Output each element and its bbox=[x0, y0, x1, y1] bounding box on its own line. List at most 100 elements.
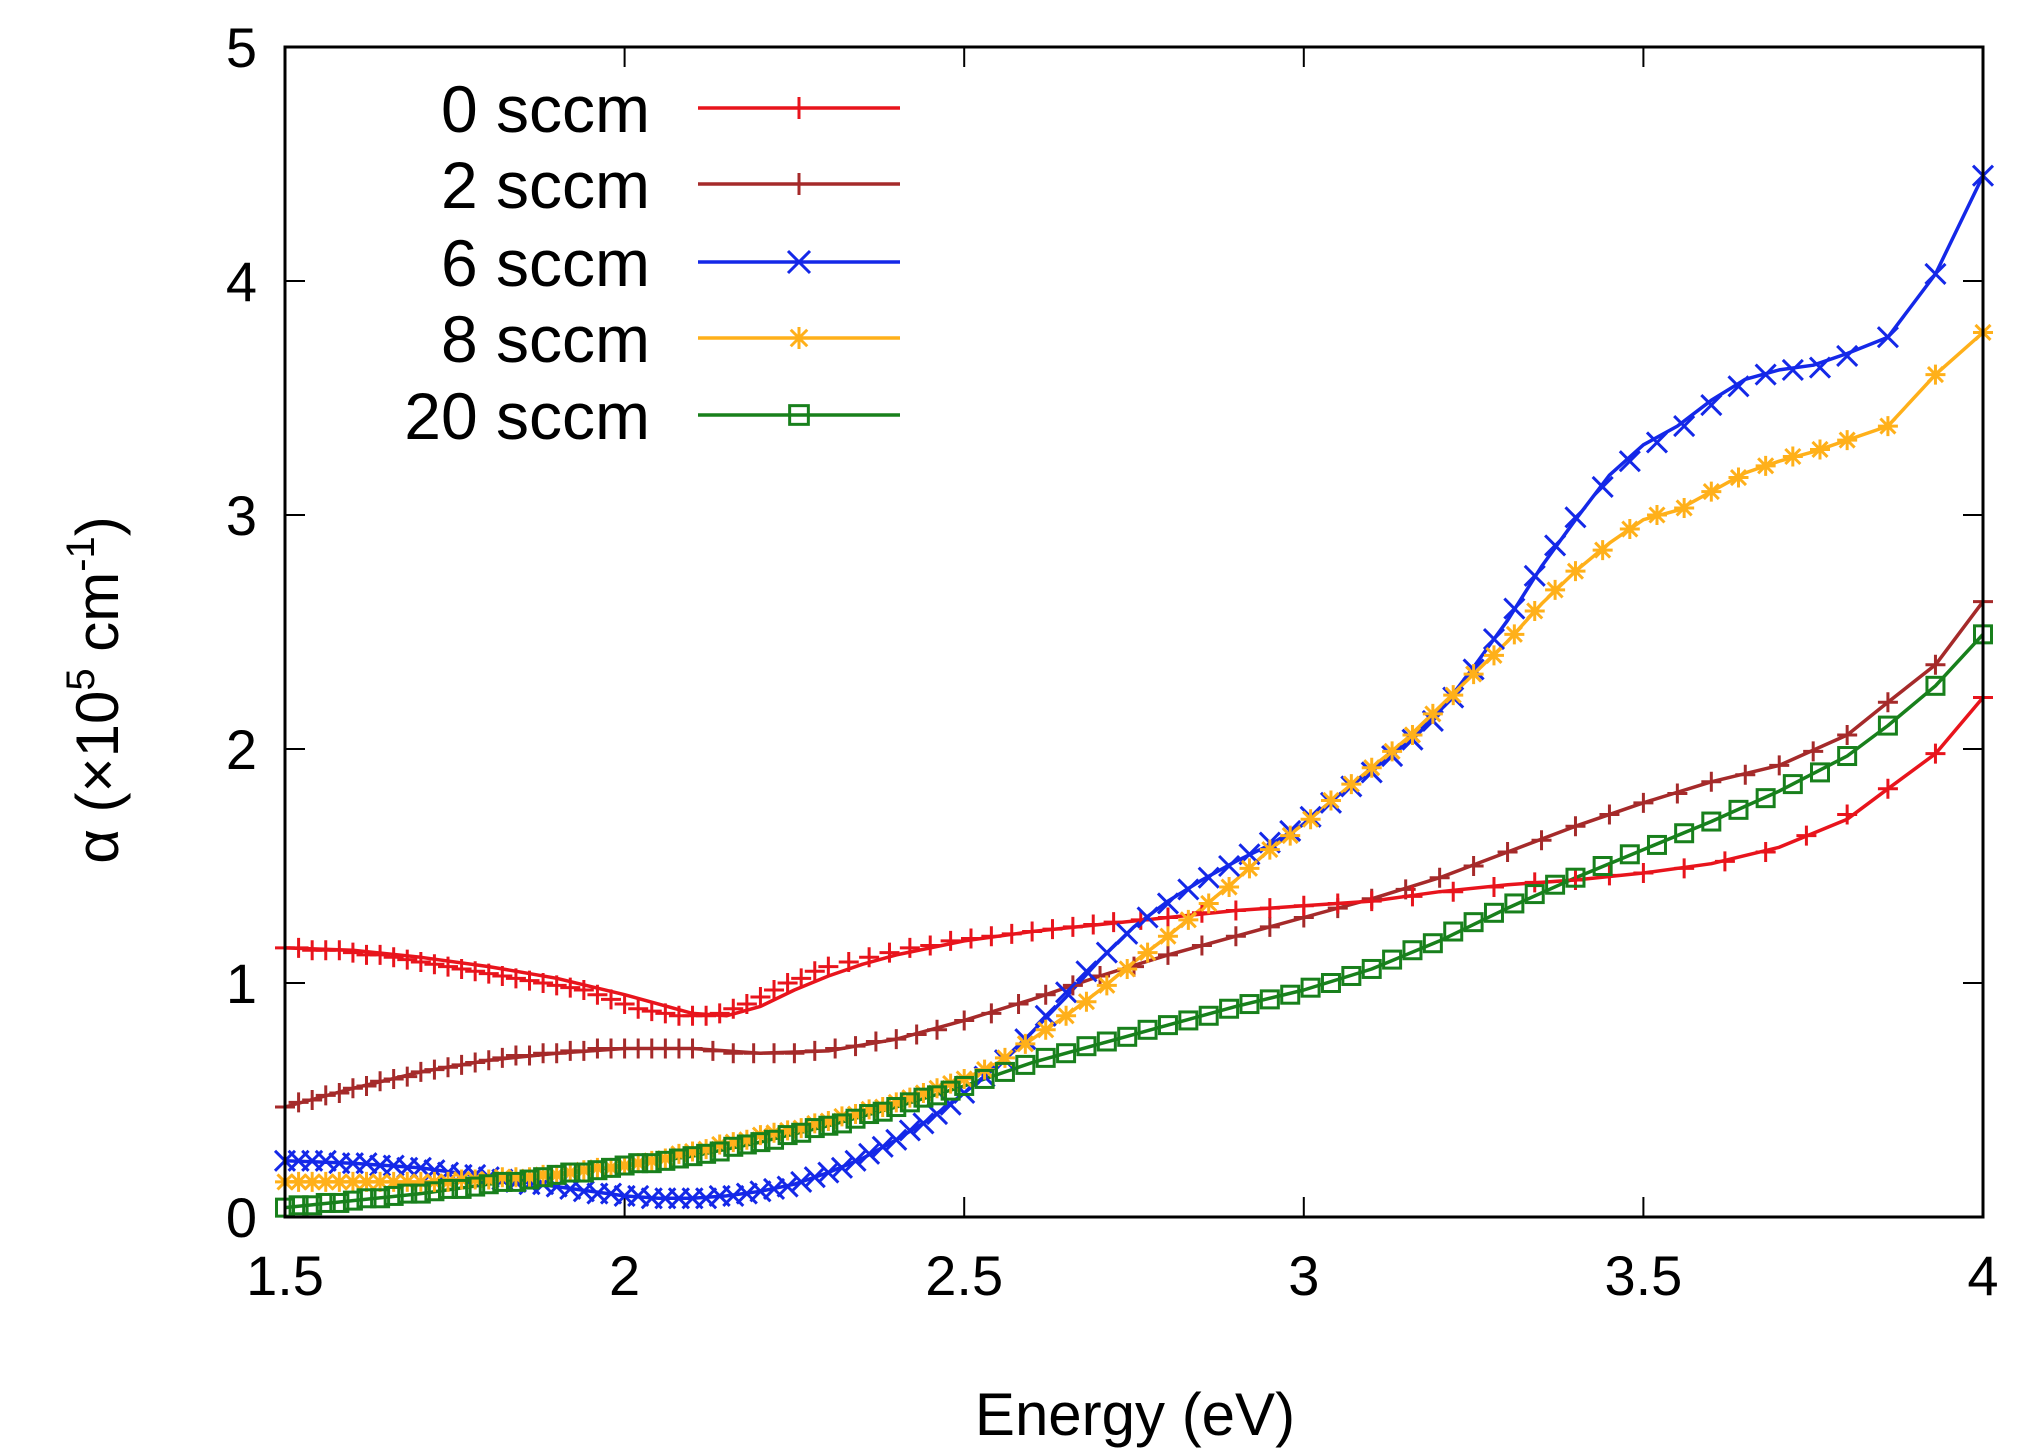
data-point-20-sccm bbox=[329, 1192, 350, 1213]
data-point-2-sccm bbox=[302, 1090, 323, 1110]
data-point-0-sccm bbox=[329, 940, 350, 961]
data-point-2-sccm bbox=[1803, 741, 1824, 762]
data-point-20-sccm bbox=[655, 1150, 676, 1171]
data-point-2-sccm bbox=[981, 1003, 1002, 1024]
legend-item-8-sccm: 8 sccm bbox=[441, 302, 900, 376]
data-point-8-sccm bbox=[1219, 877, 1240, 898]
data-point-8-sccm bbox=[492, 1167, 513, 1188]
data-point-2-sccm bbox=[1735, 764, 1756, 785]
data-point-0-sccm bbox=[899, 937, 920, 958]
data-point-8-sccm bbox=[1056, 1005, 1077, 1026]
data-point-2-sccm bbox=[1429, 867, 1450, 888]
data-point-8-sccm bbox=[1320, 790, 1341, 811]
legend-item-2-sccm: 2 sccm bbox=[441, 148, 900, 222]
data-point-20-sccm bbox=[1280, 984, 1301, 1005]
data-point-0-sccm bbox=[1225, 900, 1246, 921]
plot-markers bbox=[273, 164, 1995, 1218]
data-point-2-sccm bbox=[1769, 755, 1790, 776]
data-point-20-sccm bbox=[723, 1136, 744, 1157]
data-point-0-sccm bbox=[383, 947, 404, 968]
data-point-8-sccm bbox=[601, 1157, 622, 1178]
data-point-6-sccm bbox=[1482, 627, 1506, 651]
data-point-6-sccm bbox=[1924, 262, 1947, 286]
data-point-20-sccm bbox=[859, 1104, 880, 1125]
data-point-20-sccm bbox=[1402, 940, 1423, 961]
data-point-8-sccm bbox=[342, 1171, 363, 1192]
data-point-0-sccm bbox=[736, 994, 757, 1015]
legend-label: 6 sccm bbox=[441, 226, 650, 300]
data-point-6-sccm bbox=[803, 1166, 826, 1189]
data-point-20-sccm bbox=[872, 1101, 893, 1122]
data-point-0-sccm bbox=[818, 956, 839, 977]
data-point-20-sccm bbox=[438, 1178, 459, 1199]
data-point-20-sccm bbox=[465, 1176, 486, 1197]
data-point-20-sccm bbox=[709, 1141, 730, 1162]
data-point-8-sccm bbox=[587, 1157, 608, 1178]
y-axis-title: α (×105 cm-1) bbox=[59, 516, 131, 864]
data-point-0-sccm bbox=[777, 973, 798, 993]
data-point-8-sccm bbox=[1117, 958, 1138, 979]
data-point-2-sccm bbox=[546, 1043, 567, 1064]
data-point-8-sccm bbox=[1809, 439, 1830, 460]
data-point-20-sccm bbox=[1341, 965, 1362, 986]
data-point-8-sccm bbox=[1178, 909, 1199, 930]
legend-marker bbox=[788, 173, 810, 195]
data-point-2-sccm bbox=[702, 1040, 723, 1061]
data-point-0-sccm bbox=[641, 1001, 662, 1022]
data-point-2-sccm bbox=[1633, 792, 1654, 813]
data-point-2-sccm bbox=[1877, 692, 1898, 713]
series-markers-2-sccm bbox=[275, 591, 1993, 1118]
data-point-8-sccm bbox=[1877, 416, 1898, 437]
data-point-2-sccm bbox=[906, 1024, 927, 1045]
data-point-6-sccm bbox=[1700, 393, 1723, 417]
data-point-20-sccm bbox=[1035, 1047, 1056, 1068]
data-point-20-sccm bbox=[777, 1125, 798, 1146]
data-point-20-sccm bbox=[1239, 994, 1260, 1015]
data-point-0-sccm bbox=[288, 937, 309, 958]
data-point-8-sccm bbox=[1782, 446, 1803, 467]
data-point-8-sccm bbox=[872, 1097, 893, 1118]
plot-frame bbox=[283, 45, 1985, 1219]
data-point-8-sccm bbox=[1300, 809, 1321, 830]
y-axis-exponent: 5 bbox=[59, 668, 103, 690]
data-point-20-sccm bbox=[791, 1122, 812, 1143]
data-point-0-sccm bbox=[1022, 921, 1043, 942]
data-point-6-sccm bbox=[1218, 854, 1241, 878]
data-point-20-sccm bbox=[1782, 774, 1803, 795]
data-point-0-sccm bbox=[492, 965, 513, 986]
data-point-8-sccm bbox=[1925, 364, 1946, 385]
data-point-2-sccm bbox=[1599, 804, 1620, 825]
data-point-20-sccm bbox=[1157, 1015, 1178, 1036]
data-point-8-sccm bbox=[1015, 1033, 1036, 1054]
data-point-0-sccm bbox=[601, 989, 622, 1010]
data-point-2-sccm bbox=[465, 1052, 486, 1073]
data-point-0-sccm bbox=[397, 949, 418, 970]
data-point-20-sccm bbox=[1178, 1010, 1199, 1031]
data-point-6-sccm bbox=[1197, 866, 1220, 889]
data-point-8-sccm bbox=[546, 1164, 567, 1185]
data-point-8-sccm bbox=[1728, 467, 1749, 488]
data-point-20-sccm bbox=[614, 1155, 635, 1176]
data-point-2-sccm bbox=[573, 1040, 594, 1061]
data-point-6-sccm bbox=[1876, 326, 1899, 349]
data-point-2-sccm bbox=[1035, 984, 1056, 1005]
data-point-8-sccm bbox=[1545, 579, 1566, 600]
y-axis-unit-mid: cm bbox=[64, 572, 131, 669]
data-point-20-sccm bbox=[1443, 921, 1464, 942]
data-point-8-sccm bbox=[1198, 893, 1219, 914]
data-point-20-sccm bbox=[288, 1195, 309, 1216]
data-point-20-sccm bbox=[424, 1181, 445, 1202]
data-point-8-sccm bbox=[913, 1082, 934, 1103]
data-point-8-sccm bbox=[804, 1113, 825, 1134]
legend-marker bbox=[788, 404, 810, 426]
data-point-2-sccm bbox=[764, 1043, 785, 1064]
data-point-20-sccm bbox=[1545, 874, 1566, 895]
data-point-0-sccm bbox=[1524, 872, 1545, 893]
data-point-6-sccm bbox=[1075, 960, 1098, 983]
data-point-2-sccm bbox=[1157, 944, 1178, 965]
data-point-8-sccm bbox=[736, 1129, 757, 1150]
data-point-8-sccm bbox=[1076, 991, 1097, 1012]
data-point-2-sccm bbox=[383, 1068, 404, 1089]
data-point-2-sccm bbox=[1259, 916, 1280, 937]
